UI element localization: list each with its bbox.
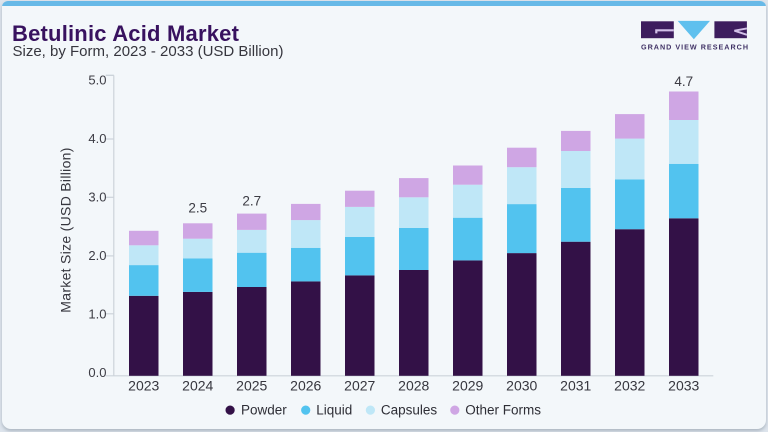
- svg-text:2.7: 2.7: [242, 194, 261, 209]
- svg-text:Powder: Powder: [241, 403, 287, 418]
- svg-text:2028: 2028: [398, 378, 429, 394]
- svg-text:2030: 2030: [506, 378, 537, 394]
- svg-text:0.0: 0.0: [88, 365, 106, 380]
- svg-text:2029: 2029: [452, 378, 483, 394]
- svg-text:2031: 2031: [560, 378, 591, 394]
- svg-text:Other Forms: Other Forms: [465, 403, 541, 418]
- svg-text:2026: 2026: [290, 378, 321, 394]
- svg-text:2027: 2027: [344, 378, 375, 394]
- svg-text:3.0: 3.0: [88, 190, 106, 205]
- svg-text:2033: 2033: [668, 378, 699, 394]
- svg-text:2025: 2025: [236, 378, 267, 394]
- svg-text:1.0: 1.0: [88, 306, 106, 321]
- svg-text:2.5: 2.5: [188, 201, 207, 216]
- svg-text:4.7: 4.7: [674, 74, 693, 89]
- svg-text:Liquid: Liquid: [316, 403, 352, 418]
- svg-text:Capsules: Capsules: [381, 403, 438, 418]
- svg-text:2023: 2023: [128, 378, 159, 394]
- svg-text:Market Size (USD Billion): Market Size (USD Billion): [58, 147, 74, 312]
- svg-text:4.0: 4.0: [88, 131, 106, 146]
- svg-text:GRAND VIEW RESEARCH: GRAND VIEW RESEARCH: [641, 42, 749, 51]
- svg-text:2032: 2032: [614, 378, 645, 394]
- svg-text:5.0: 5.0: [88, 73, 106, 88]
- svg-text:2024: 2024: [182, 378, 213, 394]
- svg-text:2.0: 2.0: [88, 248, 106, 263]
